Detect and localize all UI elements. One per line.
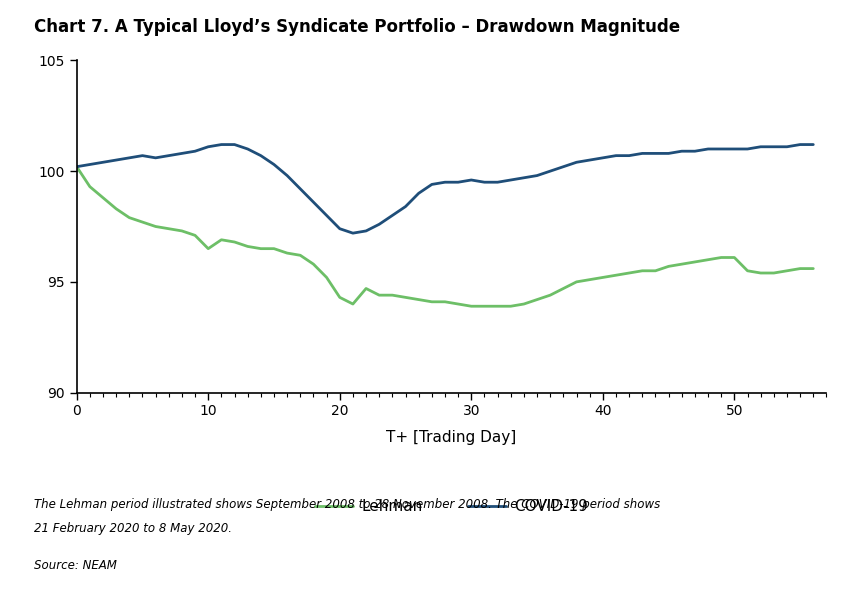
Text: Chart 7. A Typical Lloyd’s Syndicate Portfolio – Drawdown Magnitude: Chart 7. A Typical Lloyd’s Syndicate Por… <box>34 18 680 36</box>
COVID-19 <box>216 141 227 148</box>
Lehman <box>466 303 476 310</box>
Text: 21 February 2020 to 8 May 2020.: 21 February 2020 to 8 May 2020. <box>34 522 232 536</box>
Text: The Lehman period illustrated shows September 2008 to 28 November 2008. The COVI: The Lehman period illustrated shows Sept… <box>34 498 660 512</box>
COVID-19 <box>809 141 819 148</box>
Lehman <box>598 274 608 281</box>
Legend: Lehman, COVID-19: Lehman, COVID-19 <box>309 493 594 521</box>
Line: COVID-19: COVID-19 <box>77 144 814 233</box>
Lehman <box>269 245 279 252</box>
COVID-19 <box>413 190 423 197</box>
Text: Source: NEAM: Source: NEAM <box>34 559 117 572</box>
Lehman <box>809 265 819 272</box>
Lehman <box>584 276 595 283</box>
COVID-19 <box>72 163 82 170</box>
COVID-19 <box>111 156 121 164</box>
COVID-19 <box>282 172 292 179</box>
Lehman <box>72 163 82 170</box>
COVID-19 <box>98 159 108 166</box>
COVID-19 <box>348 230 358 237</box>
COVID-19 <box>598 154 608 161</box>
Lehman <box>388 292 398 299</box>
Lehman <box>98 194 108 201</box>
Lehman <box>111 205 121 213</box>
Line: Lehman: Lehman <box>77 167 814 306</box>
X-axis label: T+ [Trading Day]: T+ [Trading Day] <box>387 429 516 445</box>
COVID-19 <box>611 152 621 159</box>
